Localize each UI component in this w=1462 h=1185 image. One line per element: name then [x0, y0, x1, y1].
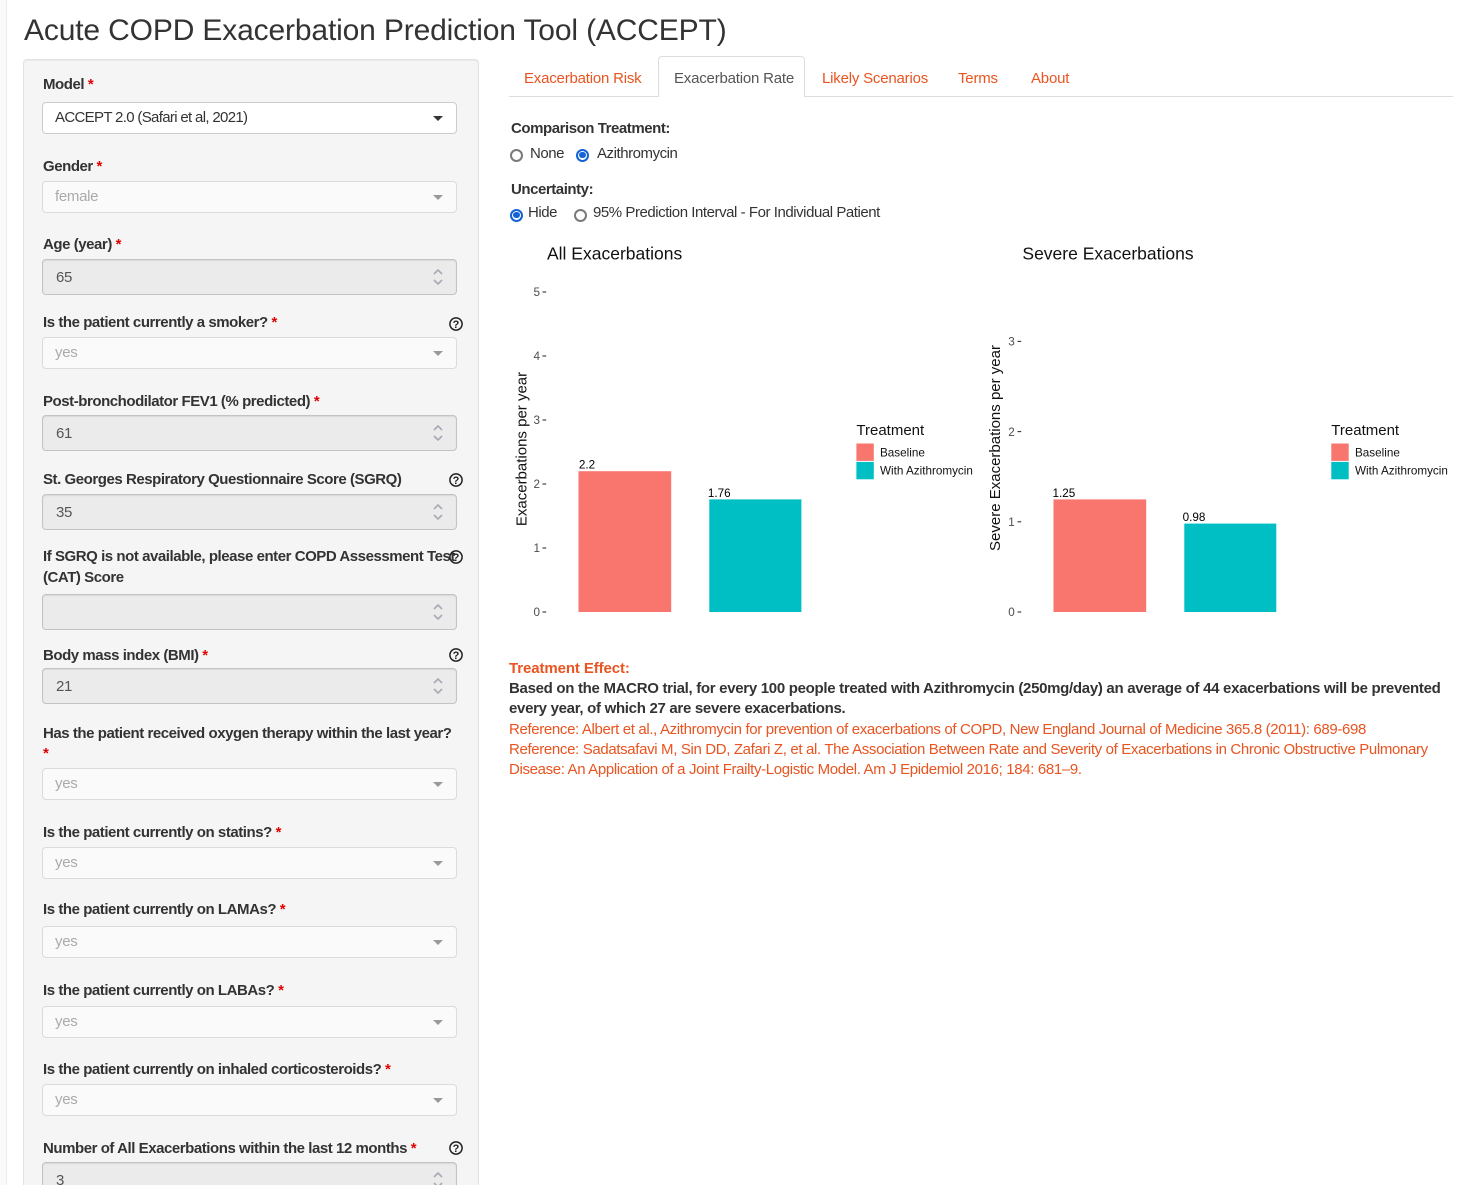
svg-text:?: ? [453, 319, 460, 331]
svg-text:0: 0 [1008, 606, 1015, 619]
svg-text:3: 3 [1008, 336, 1015, 349]
svg-text:?: ? [453, 650, 460, 662]
svg-text:1: 1 [1008, 516, 1015, 529]
svg-text:2: 2 [533, 478, 540, 491]
svg-text:With Azithromycin: With Azithromycin [880, 465, 973, 478]
svg-text:1.25: 1.25 [1053, 487, 1076, 500]
svg-text:Exacerbations per year: Exacerbations per year [514, 372, 531, 526]
svg-text:0: 0 [533, 606, 540, 619]
svg-text:?: ? [453, 1143, 460, 1155]
svg-text:All Exacerbations: All Exacerbations [547, 244, 682, 264]
svg-text:2: 2 [1008, 426, 1015, 439]
svg-text:Treatment: Treatment [1331, 422, 1400, 439]
svg-text:1: 1 [533, 542, 540, 555]
svg-text:?: ? [453, 552, 460, 564]
svg-text:3: 3 [533, 414, 540, 427]
svg-text:Treatment: Treatment [856, 422, 925, 439]
svg-text:5: 5 [533, 286, 540, 299]
svg-text:4: 4 [533, 350, 540, 363]
svg-text:With Azithromycin: With Azithromycin [1355, 465, 1448, 478]
svg-text:2.2: 2.2 [579, 459, 595, 472]
svg-text:Severe Exacerbations: Severe Exacerbations [1022, 244, 1193, 264]
svg-text:Severe Exacerbations per year: Severe Exacerbations per year [987, 345, 1004, 551]
svg-text:?: ? [453, 475, 460, 487]
svg-text:0.98: 0.98 [1183, 511, 1206, 524]
svg-text:1.76: 1.76 [708, 487, 731, 500]
svg-text:Baseline: Baseline [1355, 446, 1400, 459]
svg-text:Baseline: Baseline [880, 446, 925, 459]
